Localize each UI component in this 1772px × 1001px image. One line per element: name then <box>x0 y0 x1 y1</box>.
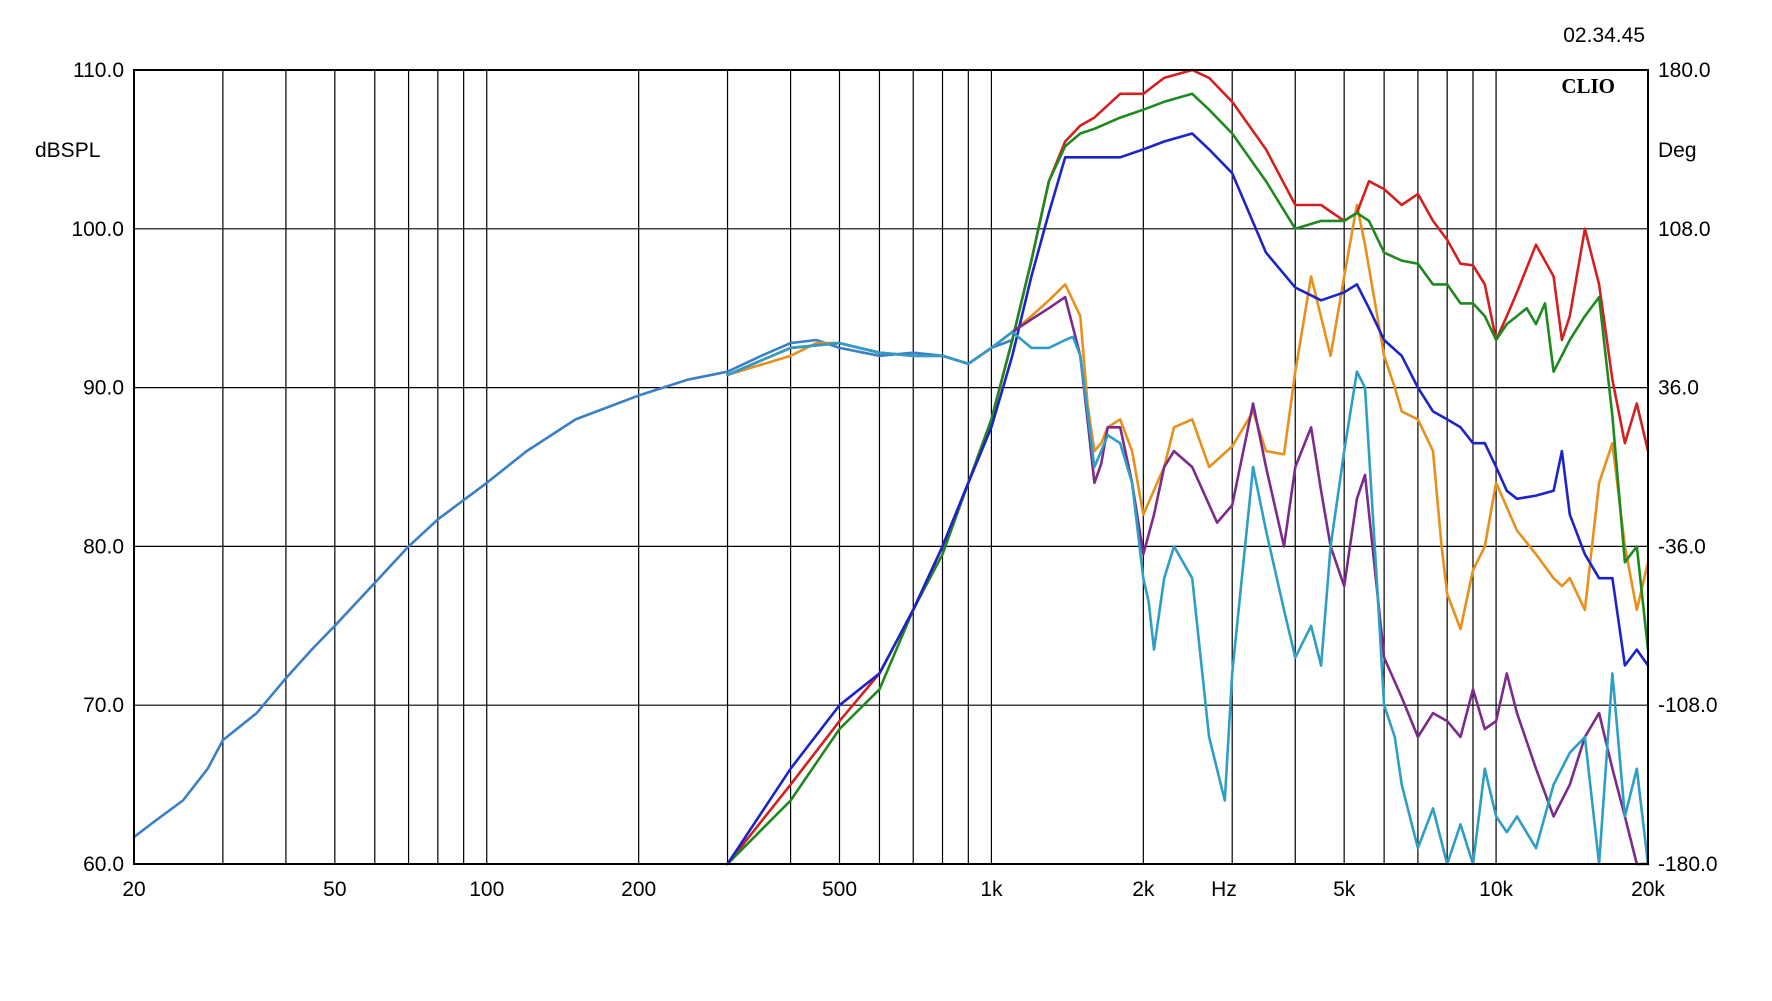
y2-tick-label: 36.0 <box>1658 377 1699 400</box>
series-line-4 <box>726 92 1650 866</box>
x-tick-label: 50 <box>323 878 346 901</box>
y-tick-label: 110.0 <box>73 59 124 82</box>
y-tick-label: 70.0 <box>83 694 124 717</box>
x-tick-label: 2k <box>1132 878 1155 901</box>
y-axis-label: dBSPL <box>35 139 100 162</box>
y2-tick-label: -36.0 <box>1658 535 1706 558</box>
y2-tick-label: -108.0 <box>1658 694 1718 717</box>
x-tick-label: 100 <box>469 878 504 901</box>
x-tick-label: 500 <box>822 878 857 901</box>
x-tick-label: 5k <box>1333 878 1356 901</box>
x-tick-label: 1k <box>980 878 1003 901</box>
y2-tick-label: 180.0 <box>1658 59 1711 82</box>
x-tick-label: 20 <box>122 878 145 901</box>
x-tick-label: 10k <box>1479 878 1513 901</box>
x-tick-label: 20k <box>1631 878 1665 901</box>
series-line-6 <box>726 295 1650 866</box>
y2-tick-label: -180.0 <box>1658 853 1718 876</box>
y-tick-label: 60.0 <box>83 853 124 876</box>
y2-axis-label: Deg <box>1658 139 1697 162</box>
grid-lines <box>134 69 1648 865</box>
y2-tick-labels: -180.0 -108.0 -36.0 36.0 108.0 180.0 <box>1658 59 1718 876</box>
series-line-7 <box>726 330 1650 866</box>
series-line-5 <box>726 132 1650 866</box>
y-tick-label: 90.0 <box>83 377 124 400</box>
brand-logo: CLIO <box>1561 74 1615 98</box>
y-tick-label: 100.0 <box>71 218 124 241</box>
x-axis-label: Hz <box>1211 878 1237 901</box>
y-tick-labels: 60.0 70.0 80.0 90.0 100.0 110.0 <box>71 59 124 876</box>
plot-frame <box>133 69 1649 865</box>
y-tick-label: 80.0 <box>83 535 124 558</box>
series-lines <box>132 68 1650 866</box>
x-tick-label: 200 <box>621 878 656 901</box>
timestamp: 02.34.45 <box>1563 24 1645 47</box>
x-tick-labels: 20 50 100 200 500 1k 2k 5k 10k 20k <box>122 878 1665 901</box>
y2-tick-label: 108.0 <box>1658 218 1711 241</box>
